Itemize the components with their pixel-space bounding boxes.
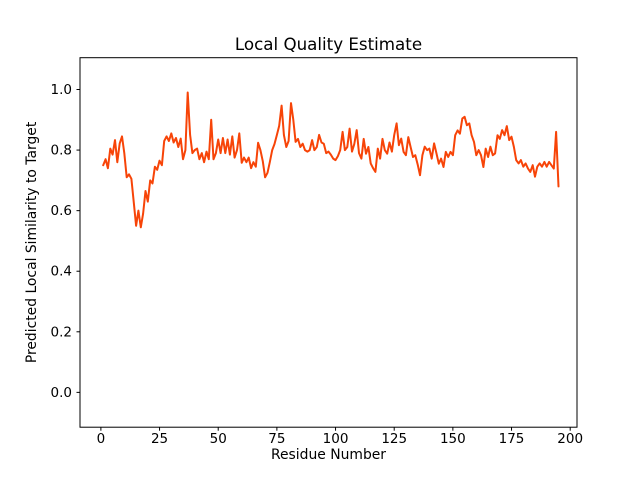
x-tick-label: 125 bbox=[381, 431, 407, 447]
plot-generated-group: 0 25 50 75 100 125 150 175 200 0.0 0.2 0.4 0.6 0.8 1.0 bbox=[51, 57, 583, 447]
x-axis-label: Residue Number bbox=[271, 447, 386, 463]
y-tick-label: 0.8 bbox=[51, 143, 72, 159]
x-tick-label: 25 bbox=[151, 431, 168, 447]
plot-border bbox=[79, 57, 578, 428]
x-tick-label: 0 bbox=[97, 431, 106, 447]
x-tick-label: 175 bbox=[499, 431, 525, 447]
x-tick-label: 75 bbox=[268, 431, 285, 447]
y-axis-label: Predicted Local Similarity to Target bbox=[24, 121, 40, 363]
y-tick-label: 0.6 bbox=[51, 203, 72, 219]
y-tick-label: 0.4 bbox=[51, 264, 72, 280]
x-tick-label: 200 bbox=[557, 431, 583, 447]
y-tick-label: 1.0 bbox=[51, 82, 72, 98]
y-tick-label: 0.0 bbox=[51, 385, 72, 401]
chart-title: Local Quality Estimate bbox=[235, 34, 422, 54]
x-tick-label: 100 bbox=[323, 431, 349, 447]
data-line bbox=[102, 91, 560, 229]
y-tick-label: 0.2 bbox=[51, 324, 72, 340]
x-tick-label: 150 bbox=[440, 431, 466, 447]
x-tick-label: 50 bbox=[210, 431, 227, 447]
